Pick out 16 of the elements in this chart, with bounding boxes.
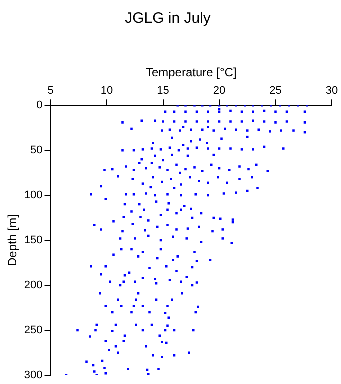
- y-tick-label: 250: [24, 324, 43, 336]
- x-axis-title: Temperature [°C]: [146, 66, 237, 80]
- y-tick-label: 300: [24, 369, 43, 382]
- y-tick-label: 0: [36, 100, 43, 112]
- x-tick-label: 10: [100, 85, 114, 98]
- y-tick-label: 100: [24, 190, 43, 202]
- y-tick-label: 50: [30, 144, 43, 157]
- chart-title: JGLG in July: [125, 10, 212, 28]
- x-tick-label: 20: [213, 85, 226, 98]
- x-tick-label: 25: [270, 85, 282, 98]
- x-tick-label: 5: [48, 85, 54, 98]
- x-tick-label: 30: [326, 85, 338, 98]
- x-tick-label: 15: [157, 85, 170, 98]
- y-tick-label: 150: [24, 234, 43, 247]
- y-axis-title: Depth [m]: [6, 214, 20, 267]
- y-tick-label: 200: [24, 280, 43, 292]
